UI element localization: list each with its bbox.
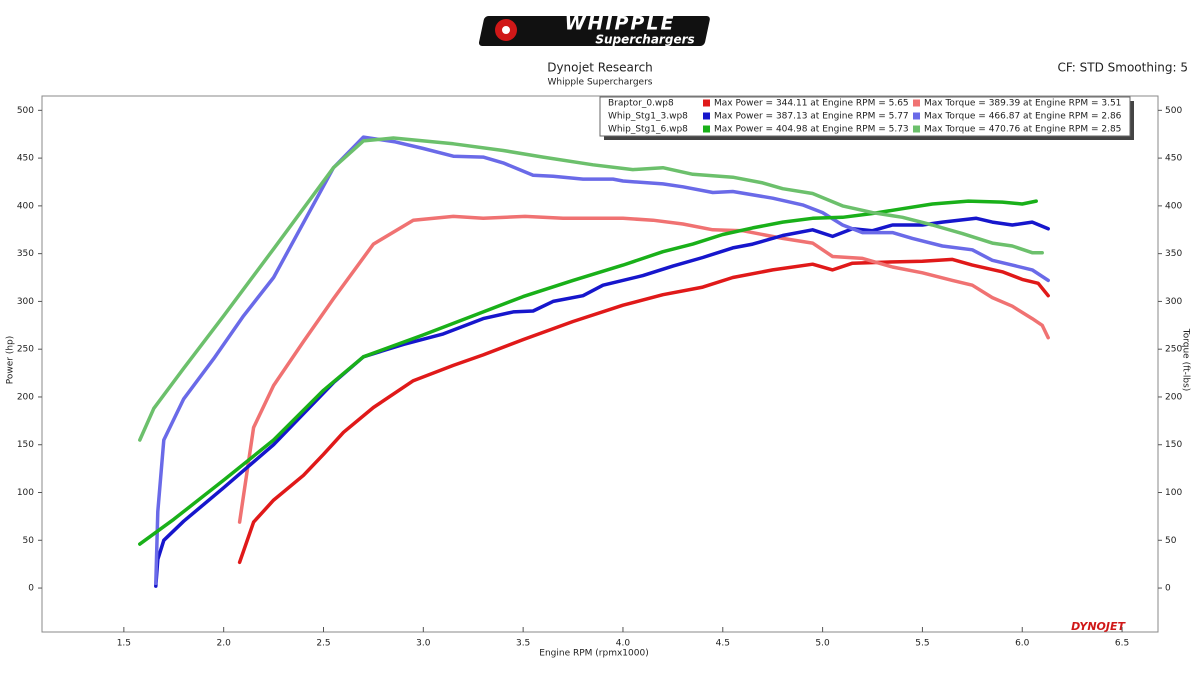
series-line <box>237 257 1050 565</box>
y2-tick-label: 100 <box>1165 488 1182 498</box>
legend-file: Whip_Stg1_6.wp8 <box>608 125 688 135</box>
series-line <box>138 136 1044 442</box>
corner-note: CF: STD Smoothing: 5 <box>1057 61 1188 75</box>
y-tick-label: 400 <box>17 201 34 211</box>
y-axis-label: Power (hp) <box>6 336 16 385</box>
chart-subtitle: Whipple Superchargers <box>548 78 653 88</box>
y-tick-label: 250 <box>17 345 34 355</box>
plot-area <box>41 95 1159 633</box>
x-tick-label: 5.0 <box>815 639 830 649</box>
y2-tick-label: 400 <box>1165 201 1182 211</box>
legend-label: Max Power = 404.98 at Engine RPM = 5.73 <box>714 125 909 135</box>
plot-layer: 0 50 100 150 200 250 300 350 400 450 500 0 50 100 150 2… <box>17 106 1183 649</box>
logo-badge <box>478 16 710 46</box>
x-tick-label: 6.5 <box>1115 639 1129 649</box>
y-tick-label: 0 <box>28 584 34 594</box>
legend-entries: Braptor_0.wp8 Max Power = 344.11 at Engin… <box>608 99 1122 135</box>
x-tick-label: 4.0 <box>616 639 631 649</box>
x-tick-label: 3.0 <box>416 639 431 649</box>
y2-tick-label: 200 <box>1165 392 1182 402</box>
legend-swatch <box>703 99 710 107</box>
y2-tick-label: 300 <box>1165 297 1182 307</box>
legend-file: Whip_Stg1_3.wp8 <box>608 112 688 122</box>
legend-file: Braptor_0.wp8 <box>608 99 674 109</box>
logo-subtext: Superchargers <box>595 33 694 47</box>
y2-tick-label: 250 <box>1165 345 1182 355</box>
x-tick-label: 5.5 <box>915 639 929 649</box>
y-tick-label: 500 <box>17 106 34 116</box>
legend-box <box>599 96 1131 137</box>
y-tick-label: 300 <box>17 297 34 307</box>
legend-swatch <box>703 112 710 120</box>
y2-tick-label: 350 <box>1165 249 1182 259</box>
legend-label: Max Torque = 389.39 at Engine RPM = 3.51 <box>924 99 1121 109</box>
legend-label: Max Power = 387.13 at Engine RPM = 5.77 <box>714 112 909 122</box>
legend-swatch <box>703 125 710 133</box>
legend <box>599 96 1134 140</box>
series-line <box>237 214 1050 524</box>
x-tick-label: 3.5 <box>516 639 530 649</box>
y2-tick-label: 50 <box>1165 536 1177 546</box>
y2-axis-label: Torque (ft-lbs) <box>1181 328 1191 392</box>
y2-tick-label: 0 <box>1165 584 1171 594</box>
logo-text: WHIPPLE <box>565 13 676 35</box>
legend-label: Max Torque = 466.87 at Engine RPM = 2.86 <box>924 112 1122 122</box>
series-line <box>138 199 1038 546</box>
y2-tick-label: 150 <box>1165 440 1182 450</box>
y-tick-label: 100 <box>17 488 34 498</box>
watermark: DYNOJET <box>1071 620 1126 633</box>
y-tick-label: 350 <box>17 249 34 259</box>
x-tick-label: 6.0 <box>1015 639 1030 649</box>
x-tick-label: 1.5 <box>117 639 131 649</box>
legend-label: Max Torque = 470.76 at Engine RPM = 2.85 <box>924 125 1121 135</box>
x-tick-label: 4.5 <box>716 639 730 649</box>
y2-tick-label: 500 <box>1165 106 1182 116</box>
chart-title: Dynojet Research <box>547 61 653 75</box>
x-tick-label: 2.0 <box>217 639 232 649</box>
logo-emblem-core <box>502 26 510 34</box>
y-tick-label: 150 <box>17 440 34 450</box>
legend-label: Max Power = 344.11 at Engine RPM = 5.65 <box>714 99 909 109</box>
y2-tick-label: 450 <box>1165 154 1182 164</box>
legend-swatch <box>913 112 920 120</box>
legend-swatch <box>913 125 920 133</box>
series-line <box>154 135 1050 586</box>
x-tick-label: 2.5 <box>316 639 330 649</box>
y-tick-label: 200 <box>17 392 34 402</box>
logo: WHIPPLE Superchargers <box>478 13 710 47</box>
x-axis-label: Engine RPM (rpmx1000) <box>539 649 648 659</box>
y-tick-label: 450 <box>17 154 34 164</box>
y-tick-label: 50 <box>23 536 35 546</box>
legend-swatch <box>913 99 920 107</box>
